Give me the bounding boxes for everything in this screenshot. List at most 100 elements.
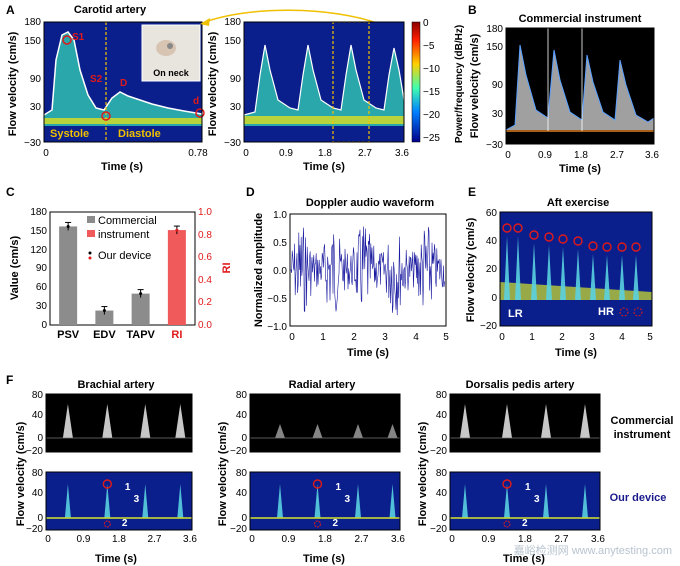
- ytick: −20: [430, 524, 447, 535]
- panel-a-left-plot: S1 S2 D d Systole Diastole On neck: [43, 21, 205, 143]
- ytick: 40: [236, 410, 248, 421]
- panel-c-yticks-ri: 0.0 0.2 0.4 0.6 0.8 1.0: [198, 207, 212, 331]
- ytick: −30: [486, 140, 503, 151]
- ytick: 0: [37, 513, 43, 524]
- ytick: 40: [32, 488, 44, 499]
- panel-f-title-brachial: Brachial artery: [77, 379, 155, 391]
- ytick: 60: [36, 282, 48, 293]
- ours-peak: [504, 484, 510, 518]
- diastole-label: Diastole: [118, 128, 161, 140]
- ytick: 1.0: [273, 210, 287, 221]
- panel-a-left-yticks: 180 150 90 30 −30: [24, 17, 41, 149]
- xtick: 2: [351, 332, 357, 343]
- our-device-point: [139, 292, 143, 296]
- ytick: 90: [30, 74, 42, 85]
- plot-frame: [449, 393, 601, 453]
- peak-marker: [573, 236, 583, 246]
- panel-e-xticks: 0 1 2 3 4 5: [499, 332, 653, 343]
- panel-c-ylabel: Value (cm/s): [9, 236, 21, 301]
- our-device-point: [102, 309, 106, 313]
- panel-f-ylabel-radial: Flow velocity (cm/s): [217, 421, 229, 526]
- category-label: PSV: [57, 329, 80, 341]
- panel-f-ylabel-brachial: Flow velocity (cm/s): [15, 421, 27, 526]
- xtick: 0.9: [77, 534, 91, 545]
- phase-mark: 1: [336, 482, 342, 493]
- ours-plot-bg: [250, 472, 400, 530]
- ytick: 150: [486, 42, 503, 53]
- xtick: 1.8: [518, 534, 532, 545]
- ours-peak: [277, 484, 283, 518]
- panel-a-title: Carotid artery: [74, 4, 147, 16]
- xtick: 2: [559, 332, 565, 343]
- commercial-peak: [275, 424, 285, 438]
- bar-edv: [95, 310, 114, 325]
- xtick: 2.7: [555, 534, 569, 545]
- xtick: 0: [45, 534, 51, 545]
- peak-spike: [604, 255, 610, 300]
- ytick: 180: [30, 207, 47, 218]
- panel-a-left-xlabel: Time (s): [101, 161, 143, 173]
- panel-a-right-xlabel: Time (s): [303, 161, 345, 173]
- peak-marker: [631, 242, 641, 252]
- ours-peak: [389, 484, 396, 518]
- ytick: −20: [430, 446, 447, 457]
- commercial-peak: [580, 404, 590, 438]
- ytick: 30: [36, 301, 48, 312]
- panel-b-ylabel: Flow velocity (cm/s): [469, 33, 481, 138]
- colorbar-tick: −15: [423, 87, 440, 98]
- xtick: 5: [443, 332, 449, 343]
- ytick: 30: [30, 102, 42, 113]
- commercial-plot-bg: [450, 394, 600, 452]
- right-label-instrument: instrument: [614, 429, 671, 441]
- ytick: 40: [32, 410, 44, 421]
- trough-marker: [314, 520, 321, 528]
- xtick: 2.7: [148, 534, 162, 545]
- ytick: −0.5: [267, 294, 287, 305]
- xtick: 0: [43, 148, 49, 159]
- panel-b-yticks: 180 150 90 30 −30: [486, 24, 503, 151]
- plot-frame: [249, 471, 401, 531]
- xtick: 4: [413, 332, 419, 343]
- commercial-peak: [62, 404, 73, 438]
- xtick: 3: [589, 332, 595, 343]
- hr-marker: [619, 307, 629, 317]
- spectrogram-baseline-band: [44, 118, 202, 124]
- xtick: 0: [449, 534, 455, 545]
- panel-c-chart: PSV EDV TAPV RI: [49, 211, 196, 341]
- panel-a-right-ylabel: Flow velocity (cm/s): [207, 31, 219, 136]
- colorbar-tick: −25: [423, 133, 440, 144]
- panel-a-right-xticks: 0 0.9 1.8 2.7 3.6: [243, 148, 409, 159]
- panel-letter-c: C: [6, 185, 15, 199]
- ours-peak: [462, 484, 468, 518]
- peak-marker: [312, 479, 323, 489]
- ytick-ri: 0.8: [198, 230, 212, 241]
- ytick: −20: [480, 321, 497, 332]
- commercial-peak: [541, 404, 551, 438]
- ytick: 0: [441, 433, 447, 444]
- panel-letter-f: F: [6, 373, 13, 387]
- trough-marker: [503, 520, 511, 528]
- ytick: 0: [491, 293, 497, 304]
- colorbar-ticks: 0 −5 −10 −15 −20 −25: [423, 18, 440, 144]
- legend-swatch-commercial: [87, 216, 95, 223]
- ours-peak: [177, 484, 184, 518]
- xtick: 3.6: [391, 534, 405, 545]
- commercial-peak: [175, 404, 186, 438]
- xtick: 0.78: [188, 148, 208, 159]
- lr-label: LR: [508, 308, 523, 320]
- ours-peak: [64, 484, 71, 518]
- panel-d-plot: [289, 213, 447, 327]
- zoom-arrow-head: [200, 18, 210, 26]
- plot-frame: [43, 21, 203, 143]
- ytick-ri: 0.0: [198, 320, 212, 331]
- ytick: 40: [436, 488, 448, 499]
- ultrasound-spectrum: [506, 45, 654, 130]
- peak-marker: [544, 232, 554, 242]
- peak-marker: [602, 242, 612, 252]
- legend-dot-ours: [88, 251, 92, 255]
- xtick: 3.6: [183, 534, 197, 545]
- panel-a-right-yticks: 180 150 90 30 −30: [224, 17, 241, 149]
- d-marker: [195, 108, 205, 118]
- commercial-peak: [140, 404, 151, 438]
